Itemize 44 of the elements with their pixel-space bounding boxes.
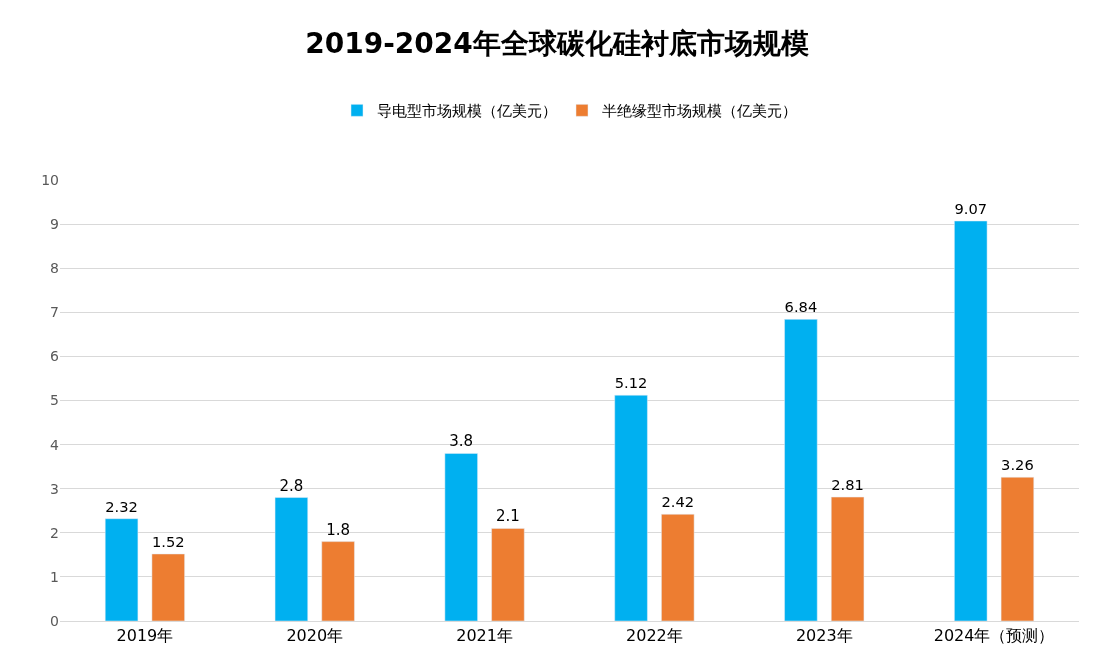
x-tick-label: 2019年 bbox=[116, 626, 174, 646]
data-label: 3.8 bbox=[449, 432, 474, 451]
x-tick-label: 2021年 bbox=[456, 626, 513, 646]
data-label: 2.42 bbox=[661, 493, 695, 511]
data-label: 1.8 bbox=[326, 520, 351, 539]
data-label: 3.26 bbox=[1001, 456, 1034, 474]
bar bbox=[491, 528, 525, 621]
data-label: 1.52 bbox=[151, 533, 185, 551]
data-label: 2.1 bbox=[496, 507, 520, 526]
y-tick-label: 0 bbox=[50, 612, 59, 629]
bar bbox=[151, 553, 185, 621]
y-tick-label: 5 bbox=[50, 392, 59, 409]
y-tick-label: 9 bbox=[50, 216, 59, 232]
bar bbox=[661, 514, 695, 621]
y-tick-label: 6 bbox=[50, 348, 60, 365]
bar bbox=[274, 497, 308, 621]
y-tick-label: 1 bbox=[50, 568, 59, 585]
bar bbox=[104, 518, 139, 621]
bar bbox=[954, 220, 988, 621]
bar bbox=[444, 453, 478, 621]
data-label: 2.32 bbox=[105, 497, 138, 515]
bar bbox=[784, 319, 818, 621]
bar bbox=[614, 394, 648, 621]
y-tick-label: 3 bbox=[50, 480, 59, 497]
data-label: 2.81 bbox=[831, 476, 864, 494]
data-label: 9.07 bbox=[954, 200, 988, 218]
x-tick-label: 2022年 bbox=[626, 626, 683, 646]
data-label: 2.8 bbox=[279, 476, 304, 495]
legend-label: 半绝缘型市场规模（亿美元） bbox=[602, 102, 797, 121]
y-tick-label: 4 bbox=[50, 436, 60, 453]
y-tick-label: 8 bbox=[50, 260, 59, 277]
y-tick-label: 7 bbox=[50, 304, 59, 321]
legend-label: 导电型市场规模（亿美元） bbox=[377, 102, 557, 121]
bar bbox=[1000, 476, 1035, 621]
data-label: 5.12 bbox=[614, 374, 648, 392]
chart-title: 2019-2024年全球碳化硅衬底市场规模 bbox=[305, 26, 809, 60]
x-tick-label: 2024年（预测） bbox=[933, 626, 1055, 646]
bar bbox=[831, 496, 865, 621]
y-tick-label: 10 bbox=[41, 171, 59, 188]
x-tick-label: 2023年 bbox=[795, 626, 853, 646]
bar bbox=[321, 541, 355, 621]
y-tick-label: 2 bbox=[50, 524, 59, 541]
x-tick-label: 2020年 bbox=[286, 626, 344, 646]
data-label: 6.84 bbox=[784, 298, 818, 316]
